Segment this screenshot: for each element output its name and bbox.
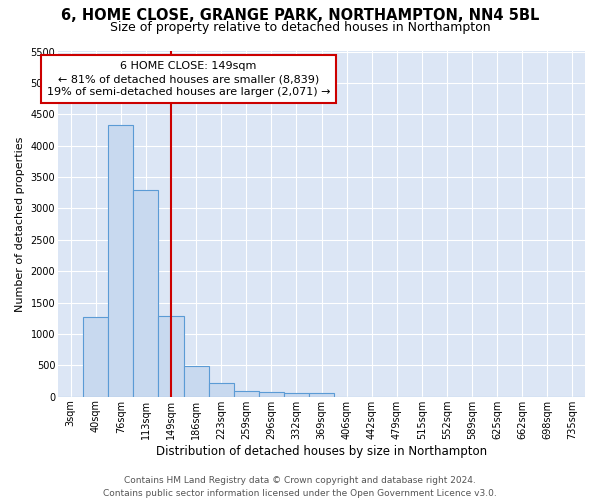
Text: Size of property relative to detached houses in Northampton: Size of property relative to detached ho…	[110, 22, 490, 35]
X-axis label: Distribution of detached houses by size in Northampton: Distribution of detached houses by size …	[156, 444, 487, 458]
Text: Contains HM Land Registry data © Crown copyright and database right 2024.
Contai: Contains HM Land Registry data © Crown c…	[103, 476, 497, 498]
Text: 6, HOME CLOSE, GRANGE PARK, NORTHAMPTON, NN4 5BL: 6, HOME CLOSE, GRANGE PARK, NORTHAMPTON,…	[61, 8, 539, 22]
Bar	[209, 384, 234, 396]
Bar	[284, 393, 309, 396]
Bar	[83, 317, 108, 396]
Bar	[184, 366, 209, 396]
Bar	[108, 125, 133, 396]
Bar	[259, 392, 284, 396]
Text: 6 HOME CLOSE: 149sqm
← 81% of detached houses are smaller (8,839)
19% of semi-de: 6 HOME CLOSE: 149sqm ← 81% of detached h…	[47, 61, 331, 98]
Bar	[133, 190, 158, 396]
Y-axis label: Number of detached properties: Number of detached properties	[15, 136, 25, 312]
Bar	[234, 391, 259, 396]
Bar	[158, 316, 184, 396]
Bar	[309, 393, 334, 396]
